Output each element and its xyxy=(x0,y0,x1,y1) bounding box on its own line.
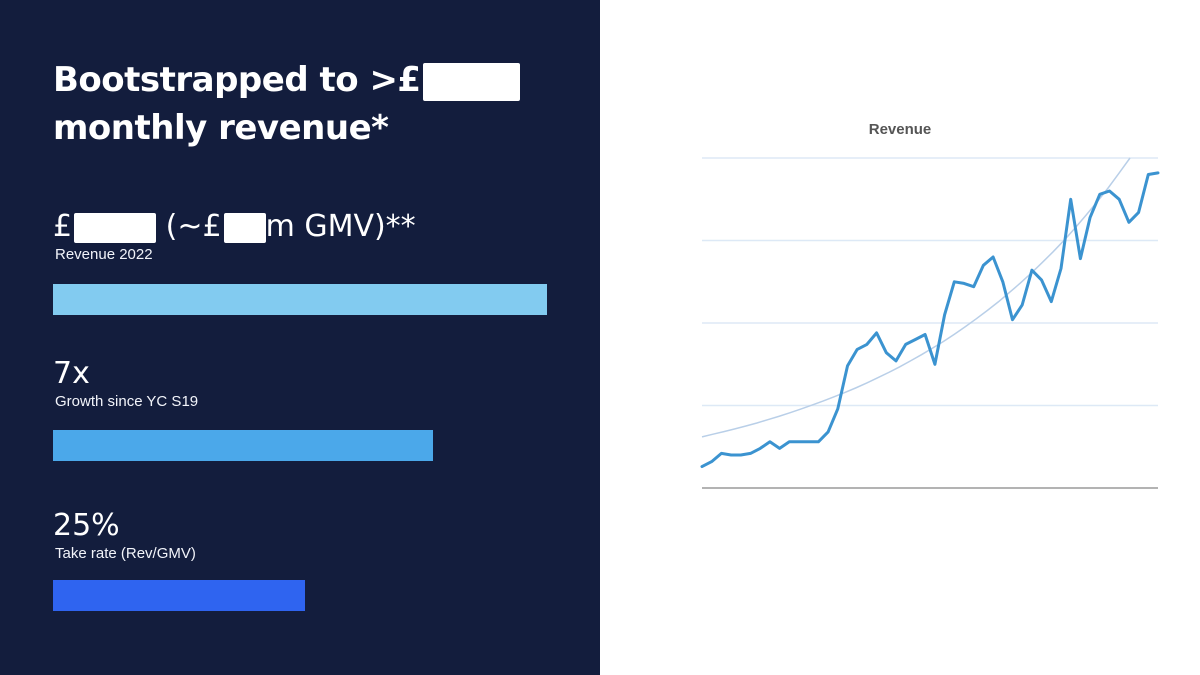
chart-series-layer xyxy=(700,171,1160,469)
stat-growth: 7x Growth since YC S19 xyxy=(53,357,198,411)
stat-take-rate-value: 25% xyxy=(53,508,120,543)
stat-take-rate-label: Take rate (Rev/GMV) xyxy=(55,545,196,562)
stat-take-rate-bar xyxy=(53,580,305,611)
stat-growth-label: Growth since YC S19 xyxy=(55,393,199,410)
redacted-value xyxy=(74,212,157,243)
chart-trendline-layer xyxy=(701,157,1131,438)
stat-revenue-gmv-suffix: m GMV)** xyxy=(265,209,416,244)
stat-revenue-label: Revenue 2022 xyxy=(55,246,153,263)
headline-line-2: monthly revenue* xyxy=(53,108,389,148)
stat-revenue-prefix: £ xyxy=(53,209,73,244)
stat-growth-value: 7x xyxy=(53,356,90,391)
left-panel: Bootstrapped to >£ monthly revenue* £ (~… xyxy=(0,0,600,675)
stat-revenue: £ (~£ m GMV)** Revenue 2022 xyxy=(53,210,416,264)
chart-gridlines xyxy=(702,157,1158,407)
redacted-value xyxy=(422,62,520,101)
stat-growth-bar xyxy=(53,430,434,461)
chart-title: Revenue xyxy=(869,121,932,138)
slide-headline: Bootstrapped to >£ monthly revenue* xyxy=(53,56,573,152)
chart-trendline xyxy=(701,157,1131,438)
redacted-value xyxy=(223,212,266,243)
stat-take-rate: 25% Take rate (Rev/GMV) xyxy=(53,509,196,563)
revenue-chart: Revenue xyxy=(700,121,1160,489)
stat-revenue-bar xyxy=(53,284,547,315)
right-panel: Revenue xyxy=(600,0,1200,675)
chart-series-line xyxy=(700,171,1160,469)
headline-line-1: Bootstrapped to >£ xyxy=(53,60,421,100)
stat-revenue-value: £ (~£ m GMV)** xyxy=(53,210,416,244)
stat-revenue-gmv-prefix: (~£ xyxy=(156,209,222,244)
